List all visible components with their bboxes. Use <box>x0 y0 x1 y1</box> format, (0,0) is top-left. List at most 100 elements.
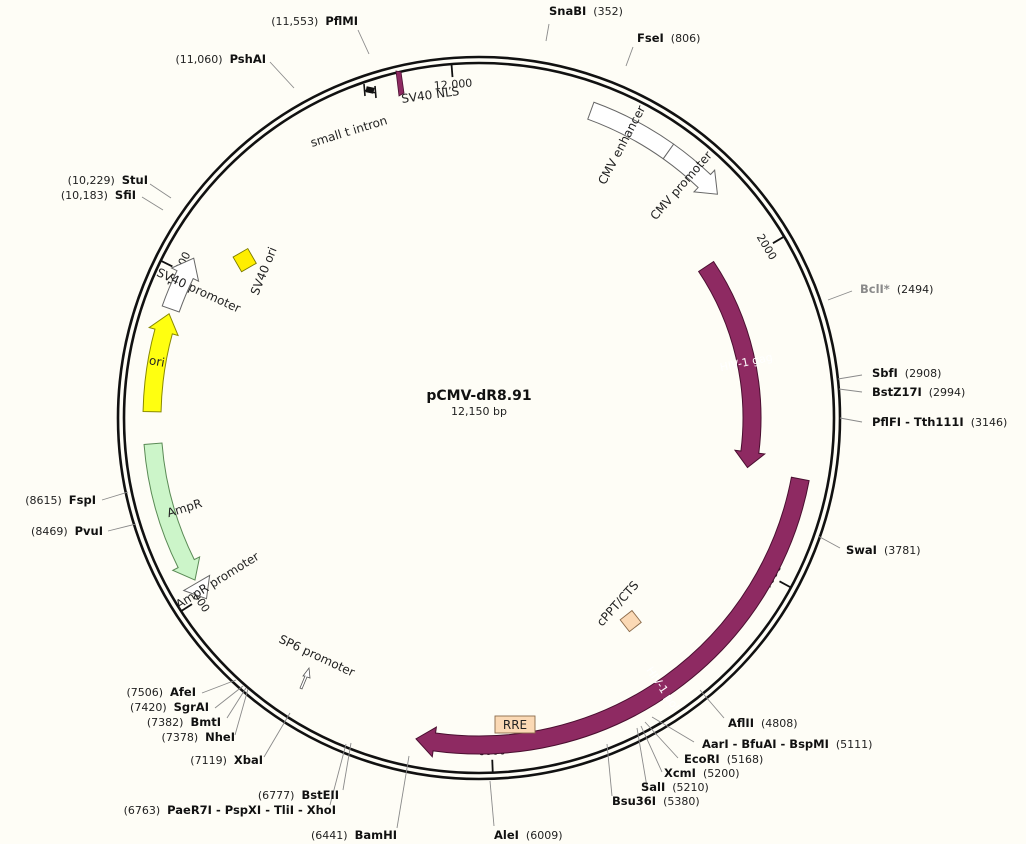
site-leader <box>837 374 863 380</box>
site-name: PflFI - Tth111I <box>872 415 964 429</box>
plasmid-name: pCMV-dR8.91 <box>426 388 531 404</box>
site-fspi[interactable]: (8615) FspI <box>25 491 129 507</box>
feature-sv40-promoter[interactable]: SV40 promoter <box>155 257 243 316</box>
site-name: PvuI <box>75 524 103 538</box>
site-name: AarI - BfuAI - BspMI <box>702 737 829 751</box>
feature-cmv-enhancer[interactable]: CMV enhancer <box>587 101 675 187</box>
site-leader <box>838 388 863 393</box>
site-paer7i-pspxi-tlii-xhoi[interactable]: (6763) PaeR7I - PspXI - TliI - XhoI <box>124 743 347 817</box>
site-position: (6777) <box>258 789 295 802</box>
site-snabi[interactable]: SnaBI (352) <box>545 4 623 42</box>
site-position: (5168) <box>727 753 764 766</box>
site-name: SnaBI <box>549 4 586 18</box>
site-bsu36i[interactable]: Bsu36I (5380) <box>606 743 700 808</box>
site-aflii[interactable]: AflII (4808) <box>699 689 798 730</box>
site-sfii[interactable]: (10,183) SfiI <box>61 188 164 211</box>
site-name: SwaI <box>846 543 877 557</box>
site-name: XbaI <box>234 753 263 767</box>
site-position: (2494) <box>897 283 934 296</box>
feature-rre[interactable]: RRE <box>494 715 536 734</box>
site-label: FseI (806) <box>637 31 700 45</box>
feature-hiv-1-gag[interactable]: HIV-1 gag <box>697 260 774 469</box>
feature-cppt-cts[interactable]: cPPT/CTS <box>594 578 642 633</box>
site-label: (6441) BamHI <box>311 828 397 842</box>
feature-ori[interactable]: ori <box>142 312 179 413</box>
site-swai[interactable]: SwaI (3781) <box>817 535 921 557</box>
site-position: (2908) <box>905 367 942 380</box>
site-position: (11,060) <box>175 53 222 66</box>
site-sbfi[interactable]: SbfI (2908) <box>837 366 941 380</box>
site-position: (10,183) <box>61 189 108 202</box>
site-label: Bsu36I (5380) <box>612 794 700 808</box>
site-leader <box>606 743 613 797</box>
site-name: BstZ17I <box>872 385 922 399</box>
site-sgrai[interactable]: (7420) SgrAI <box>130 685 244 714</box>
plasmid-size: 12,150 bp <box>451 405 507 418</box>
site-label: (8615) FspI <box>25 493 96 507</box>
site-stui[interactable]: (10,229) StuI <box>68 173 172 199</box>
feature-sv40-nls[interactable]: SV40 NLS <box>395 70 460 106</box>
feature-sp6-promoter[interactable]: SP6 promoter <box>277 632 357 690</box>
site-name: FspI <box>69 493 96 507</box>
site-bamhi[interactable]: (6441) BamHI <box>311 755 410 842</box>
site-leader <box>699 689 725 719</box>
site-bmti[interactable]: (7382) BmtI <box>147 687 247 729</box>
site-label: (11,553) PflMI <box>271 14 358 28</box>
site-alei[interactable]: AleI (6009) <box>489 780 563 842</box>
site-label: AflII (4808) <box>728 716 798 730</box>
site-position: (352) <box>593 5 623 18</box>
site-leader <box>141 196 164 211</box>
feature-shape <box>697 260 766 469</box>
feature-shape <box>662 143 718 195</box>
site-leader <box>107 523 137 532</box>
site-aari-bfuai-bspmi[interactable]: AarI - BfuAI - BspMI (5111) <box>651 716 872 751</box>
site-leader <box>214 685 244 709</box>
feature-label: SP6 promoter <box>277 632 357 679</box>
site-pflmi[interactable]: (11,553) PflMI <box>271 14 370 55</box>
site-name: BamHI <box>355 828 397 842</box>
site-label: BclI* (2494) <box>860 282 933 296</box>
site-nhei[interactable]: (7378) NheI <box>162 688 249 744</box>
site-label: XcmI (5200) <box>664 766 740 780</box>
site-label: (7420) SgrAI <box>130 700 209 714</box>
site-name: PflMI <box>325 14 358 28</box>
site-name: AfeI <box>170 685 196 699</box>
site-label: SnaBI (352) <box>549 4 623 18</box>
site-name: StuI <box>122 173 148 187</box>
site-bsteii[interactable]: (6777) BstEII <box>258 742 352 802</box>
site-leader <box>625 46 634 67</box>
feature-label: RRE <box>503 718 527 732</box>
site-bstz17i[interactable]: BstZ17I (2994) <box>838 385 965 399</box>
site-label: SbfI (2908) <box>872 366 941 380</box>
site-position: (11,553) <box>271 15 318 28</box>
site-leader <box>827 290 853 301</box>
site-leader <box>636 727 648 788</box>
site-label: SalI (5210) <box>641 780 709 794</box>
site-ecori[interactable]: EcoRI (5168) <box>644 721 763 766</box>
site-position: (5210) <box>672 781 709 794</box>
site-name: PaeR7I - PspXI - TliI - XhoI <box>167 803 336 817</box>
site-label: EcoRI (5168) <box>684 752 763 766</box>
site-pshai[interactable]: (11,060) PshAI <box>175 52 295 89</box>
feature-sv40-ori[interactable]: SV40 ori <box>232 245 280 297</box>
site-label: AarI - BfuAI - BspMI (5111) <box>702 737 872 751</box>
site-bcli[interactable]: BclI* (2494) <box>827 282 933 301</box>
site-pvui[interactable]: (8469) PvuI <box>31 523 137 538</box>
site-position: (8615) <box>25 494 62 507</box>
site-leader <box>651 716 695 743</box>
site-pflfi-tth111i[interactable]: PflFI - Tth111I (3146) <box>839 415 1007 429</box>
site-fsei[interactable]: FseI (806) <box>625 31 700 67</box>
feature-cmv-promoter[interactable]: CMV promoter <box>647 143 718 223</box>
site-afei[interactable]: (7506) AfeI <box>126 679 237 699</box>
site-sali[interactable]: SalI (5210) <box>636 727 709 794</box>
site-leader <box>329 743 347 806</box>
feature-label: ori <box>148 353 166 369</box>
site-label: (8469) PvuI <box>31 524 103 538</box>
site-position: (5200) <box>703 767 740 780</box>
site-xcmi[interactable]: XcmI (5200) <box>640 725 740 780</box>
feature-label: SV40 NLS <box>400 84 460 106</box>
site-name: BclI* <box>860 282 890 296</box>
site-name: SfiI <box>115 188 136 202</box>
site-name: NheI <box>205 730 235 744</box>
site-xbai[interactable]: (7119) XbaI <box>190 712 291 767</box>
